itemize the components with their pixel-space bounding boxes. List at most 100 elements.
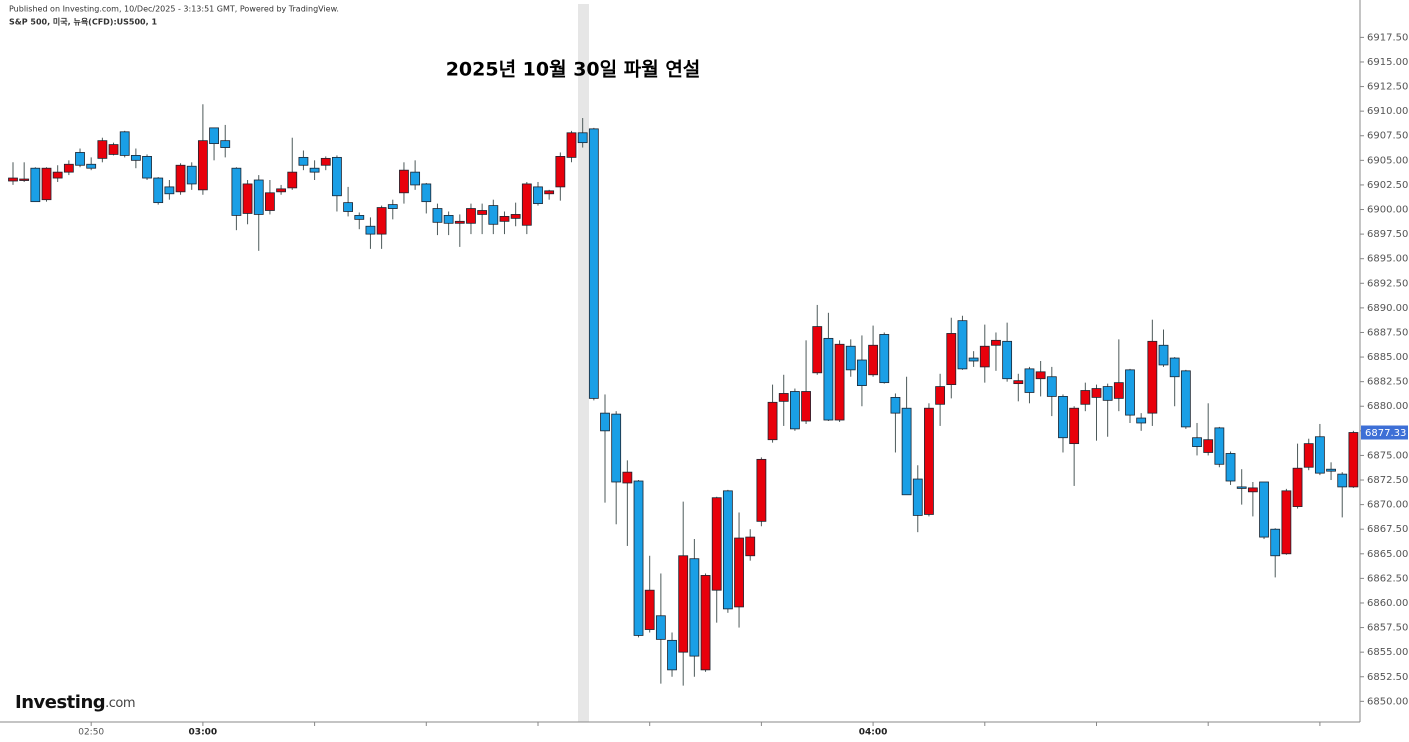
candle-body — [365, 225, 376, 235]
y-tick-label: 6875.00 — [1367, 450, 1408, 461]
candle-body — [544, 190, 555, 195]
candle-body — [376, 207, 387, 235]
candle-body — [421, 183, 432, 203]
candle-body — [857, 359, 867, 386]
candle-body — [1348, 432, 1359, 488]
highlight-column — [578, 4, 589, 722]
symbol: S&P 500, 미국, 뉴욕(CFD):US500, 1 — [9, 17, 157, 27]
candle-body — [454, 220, 465, 224]
candle-body — [1046, 376, 1057, 397]
candle-body — [756, 458, 767, 522]
candle-body — [1203, 439, 1214, 453]
candle-body — [1113, 382, 1124, 399]
candle-body — [186, 165, 197, 185]
candle-body — [443, 215, 454, 224]
candle-body — [778, 393, 789, 402]
y-tick-label: 6862.50 — [1367, 573, 1408, 584]
y-tick-label: 6852.50 — [1367, 672, 1408, 683]
candle-body — [1214, 427, 1225, 465]
candle-body — [901, 407, 912, 496]
candle-body — [164, 186, 175, 195]
candle-body — [41, 167, 52, 201]
candle-body — [231, 167, 242, 216]
candle-body — [1125, 369, 1135, 416]
candle-body — [1169, 357, 1180, 378]
candle-body — [555, 156, 566, 188]
candle-body — [655, 615, 666, 640]
candle-body — [1002, 340, 1013, 380]
candle-body — [265, 192, 275, 211]
candle-body — [577, 132, 588, 144]
candle-body — [1337, 473, 1348, 488]
candle-body — [1192, 437, 1202, 447]
candle-body — [722, 490, 733, 610]
y-tick-label: 6892.50 — [1367, 278, 1408, 289]
candle-body — [86, 163, 97, 169]
y-tick-label: 6890.00 — [1367, 303, 1408, 314]
y-tick-label: 6897.50 — [1367, 229, 1408, 240]
candle-body — [410, 171, 421, 186]
candle-body — [510, 214, 521, 219]
y-tick-label: 6865.00 — [1367, 549, 1408, 560]
brand-name: Investing — [15, 692, 105, 713]
candle-body — [1136, 417, 1147, 424]
annotation: 2025년 10월 30일 파월 연설 — [446, 59, 701, 81]
last-price-label: 6877.33 — [1365, 428, 1406, 439]
candle-body — [276, 188, 286, 193]
candle-body — [8, 177, 18, 182]
candle-body — [1035, 371, 1046, 380]
y-tick-label: 6907.50 — [1367, 131, 1408, 142]
header: Published on Investing.com, 10/Dec/2025 … — [9, 5, 339, 14]
candle-body — [432, 208, 443, 223]
candle-body — [332, 156, 342, 197]
candle-body — [957, 320, 968, 370]
candle-body — [488, 205, 499, 225]
candle-body — [521, 183, 532, 226]
candle-body — [1069, 407, 1080, 445]
candle-body — [309, 167, 320, 173]
y-tick-label: 6880.00 — [1367, 401, 1408, 412]
candle-body — [153, 177, 164, 204]
x-tick-label: 04:00 — [859, 728, 888, 738]
candle-body — [1259, 481, 1269, 538]
y-tick-label: 6850.00 — [1367, 696, 1408, 707]
candle-body — [689, 558, 700, 657]
y-tick-label: 6872.50 — [1367, 475, 1408, 486]
candle-body — [734, 537, 744, 608]
candle-body — [142, 156, 152, 179]
candle-body — [588, 128, 599, 399]
candle-body — [1247, 487, 1258, 493]
candle-body — [1303, 443, 1314, 468]
candle-body — [1013, 380, 1024, 385]
candle-body — [533, 186, 543, 205]
y-tick-label: 6902.50 — [1367, 180, 1408, 191]
y-tick-label: 6895.00 — [1367, 254, 1408, 265]
candle-body — [499, 216, 510, 222]
y-tick-label: 6887.50 — [1367, 327, 1408, 338]
candle-body — [711, 497, 722, 591]
candle-body — [1326, 468, 1336, 472]
candle-body — [566, 132, 577, 158]
y-tick-label: 6915.00 — [1367, 57, 1408, 68]
candle-body — [119, 131, 130, 156]
candle-body — [644, 589, 655, 630]
candle-body — [1236, 486, 1247, 489]
candle-body — [1058, 396, 1068, 439]
candle-body — [1158, 344, 1169, 366]
candles — [8, 104, 1359, 686]
candle-body — [823, 337, 834, 421]
y-tick-label: 6912.50 — [1367, 82, 1408, 93]
candle-body — [298, 156, 309, 166]
candle-body — [1180, 370, 1191, 428]
candle-body — [1314, 436, 1325, 474]
candle-body — [399, 169, 409, 194]
candle-body — [242, 183, 253, 214]
candle-body — [1281, 490, 1292, 555]
candle-body — [1270, 528, 1281, 557]
candle-body — [1024, 368, 1035, 393]
candle-body — [387, 204, 398, 209]
y-tick-label: 6860.00 — [1367, 598, 1408, 609]
candle-body — [812, 326, 823, 374]
brand-suffix: .com — [105, 696, 135, 711]
candle-body — [946, 333, 957, 386]
